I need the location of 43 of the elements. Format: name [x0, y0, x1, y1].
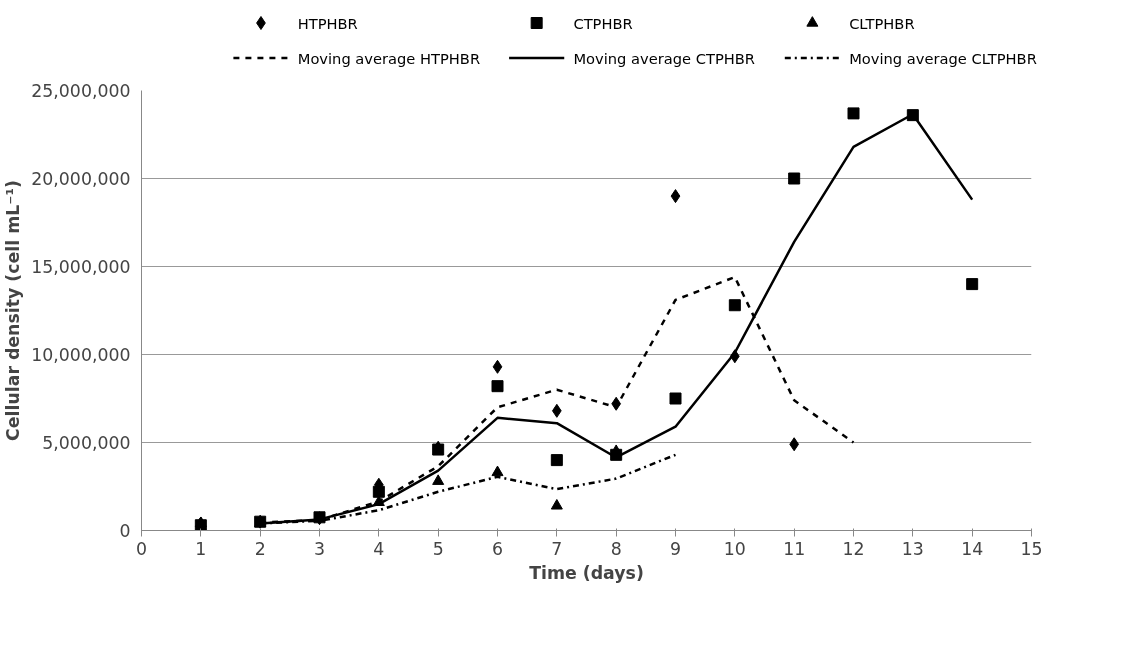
legend-label: Moving average CLTPHBR [849, 49, 1037, 67]
point [550, 499, 563, 510]
legend-label: CTPHBR [573, 14, 633, 32]
y-tick-label: 20,000,000 [31, 169, 131, 189]
legend-label: HTPHBR [297, 14, 358, 32]
x-tick-label: 2 [254, 538, 266, 559]
x-tick-label: 8 [610, 538, 622, 559]
x-axis-title: Time (days) [529, 562, 644, 583]
x-tick-label: 1 [195, 538, 207, 559]
x-tick-label: 11 [783, 538, 806, 559]
x-tick-label: 6 [491, 538, 504, 559]
legend-label: Moving average CTPHBR [573, 49, 755, 67]
x-tick-label: 7 [551, 538, 563, 559]
y-tick-label: 10,000,000 [31, 345, 131, 365]
y-tick-label: 25,000,000 [31, 81, 131, 101]
x-tick-label: 10 [723, 538, 746, 559]
point [966, 278, 979, 291]
x-tick-label: 4 [373, 538, 385, 559]
y-tick-label: 5,000,000 [42, 433, 131, 453]
point [847, 107, 860, 120]
x-tick-label: 0 [135, 538, 148, 559]
y-axis-title: Cellular density (cell mL⁻¹) [3, 180, 24, 441]
y-tick-label: 0 [119, 521, 131, 541]
x-tick-label: 3 [313, 538, 326, 559]
x-tick-label: 15 [1020, 538, 1043, 559]
legend-label: Moving average HTPHBR [297, 49, 481, 67]
x-tick-label: 12 [842, 538, 865, 559]
legend-label: CLTPHBR [849, 14, 915, 32]
point [491, 380, 504, 393]
point [728, 299, 741, 312]
point [670, 189, 681, 204]
point [669, 392, 682, 405]
x-tick-label: 13 [901, 538, 924, 559]
x-tick-label: 5 [432, 538, 444, 559]
point [491, 465, 504, 477]
point [788, 172, 801, 185]
point [372, 485, 385, 498]
point [550, 454, 563, 467]
point [492, 359, 503, 374]
x-tick-label: 9 [669, 538, 682, 559]
point [432, 474, 445, 485]
x-tick-label: 14 [961, 538, 984, 559]
y-tick-label: 15,000,000 [31, 257, 131, 277]
